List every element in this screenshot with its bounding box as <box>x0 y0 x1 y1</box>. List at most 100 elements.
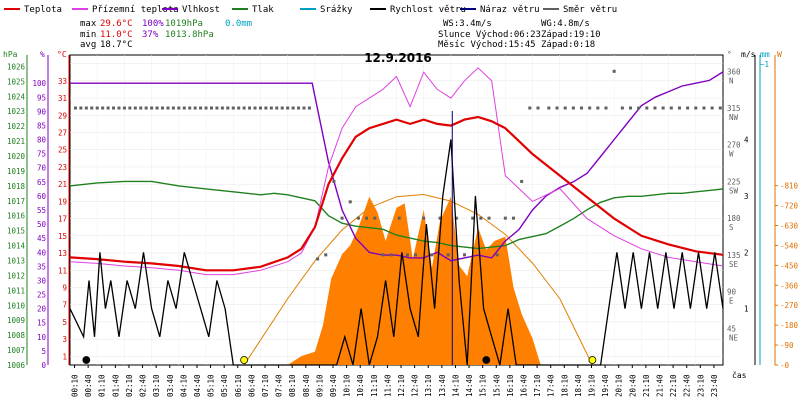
stats-min-press: 1013.8hPa <box>165 30 214 40</box>
stats-moon-set: Západ:0:18 <box>541 40 595 50</box>
axis-x-tick-label: 13:10 <box>424 374 433 397</box>
series-dir-point <box>297 106 301 110</box>
axis-x-tick-label: 01:40 <box>111 374 120 397</box>
series-solar-line <box>243 193 593 366</box>
series-dir-point <box>307 106 311 110</box>
series-dir-point <box>291 106 295 110</box>
axis-ms-tick-label: 1 <box>744 305 749 314</box>
axis-celsius-tick-label: 33 <box>58 77 67 86</box>
series-dir-point <box>637 106 641 110</box>
series-dir-point <box>101 106 105 110</box>
series-dir-point <box>106 106 110 110</box>
axis-percent-tick-label: 65 <box>37 178 46 187</box>
axis-degrees-tick-label: 135 <box>727 251 741 260</box>
axis-hpa-tick-label: 1007 <box>7 346 25 355</box>
series-dir-point <box>628 106 632 110</box>
axis-w-tick-label: -360 <box>780 281 799 290</box>
axis-hpa-tick-label: 1019 <box>7 167 25 176</box>
axis-x-tick-label: 15:40 <box>492 374 501 397</box>
series-dir-point <box>438 216 442 220</box>
axis-celsius-tick-label: 17 <box>58 215 67 224</box>
axis-ms: m/s 4 3 2 1 <box>741 50 756 365</box>
axis-x-tick-label: 17:40 <box>547 374 556 397</box>
axis-x-tick-label: 00:10 <box>71 374 80 397</box>
axis-celsius-tick-label: 31 <box>58 94 67 103</box>
series-dir-point <box>171 106 175 110</box>
axis-x-tick-label: 06:40 <box>247 374 256 397</box>
series-dir-point <box>144 106 148 110</box>
axis-x-tick-label: 08:10 <box>288 374 297 397</box>
axis-x-tick-label: 09:40 <box>329 374 338 397</box>
series-dir-point <box>199 106 203 110</box>
axis-hpa-tick-label: 1020 <box>7 152 26 161</box>
axis-x-label: čas <box>732 370 747 380</box>
series-dir-point <box>563 106 567 110</box>
axis-x-tick-label: 15:10 <box>479 374 488 397</box>
series-dir-point <box>226 106 230 110</box>
axis-x-tick-label: 16:40 <box>519 374 528 397</box>
series-dir-point <box>150 106 154 110</box>
axis-hpa: hPa 1026 1025 1024 1023 1022 1021 1020 1019 1018 1… <box>3 50 28 370</box>
axis-hpa-tick-label: 1024 <box>7 92 26 101</box>
axis-hpa-tick-label: 1017 <box>7 197 25 206</box>
series-dir-point <box>612 69 616 73</box>
axis-degrees-dir-label: SE <box>729 260 739 269</box>
series-dir-point <box>348 200 352 204</box>
series-dir-point <box>258 106 262 110</box>
series-dir-point <box>454 216 458 220</box>
axis-degrees-tick-label: 360 <box>727 67 741 76</box>
axis-w-tick-label: -450 <box>780 261 799 270</box>
series-dir-point <box>620 106 624 110</box>
chart-title: 12.9.2016 <box>364 51 432 65</box>
series-dir-point <box>397 216 401 220</box>
axis-x-tick-label: 18:40 <box>574 374 583 397</box>
stats-block: max 29.6°C 100% 1019hPa 0.0mm min 11.0°C… <box>80 19 601 50</box>
series-dir-point <box>463 253 467 257</box>
series-event-marker <box>588 356 597 364</box>
series-dir-point <box>220 106 224 110</box>
axis-x-tick-label: 10:10 <box>343 374 352 397</box>
series-dir-point <box>215 106 219 110</box>
series-dir-point <box>133 106 137 110</box>
axis-celsius-tick-label: 15 <box>58 232 67 241</box>
axis-hpa-tick-label: 1022 <box>7 122 25 131</box>
stats-moon: Měsíc Východ:15:45 <box>438 40 536 50</box>
axis-percent-tick-label: 75 <box>37 150 46 159</box>
series-dir-point <box>84 106 88 110</box>
axis-celsius-tick-label: 29 <box>58 111 67 120</box>
series-temp-line <box>69 115 724 272</box>
stats-rain-total: 0.0mm <box>225 19 252 29</box>
axis-x-tick-label: 02:40 <box>139 374 148 397</box>
axis-mm: mm~1 <box>759 50 770 365</box>
axis-percent-tick-label: 30 <box>37 276 47 285</box>
axis-x-tick-label: 13:40 <box>438 374 447 397</box>
series-dir-point <box>161 106 165 110</box>
series-dir-point <box>414 253 418 257</box>
series-dir-point <box>95 106 99 110</box>
series-dir-point <box>139 106 143 110</box>
axis-percent: %100959085807570656055504540353025201510… <box>32 50 49 370</box>
series-dir-point <box>503 216 507 220</box>
series-dir-point <box>373 216 377 220</box>
series-dir-point <box>356 216 360 220</box>
series-dir-point <box>710 106 714 110</box>
series-dir-point <box>365 216 369 220</box>
axis-x-tick-label: 23:10 <box>696 374 705 397</box>
series-dir-point <box>547 106 551 110</box>
axis-percent-tick-label: 70 <box>37 164 47 173</box>
series-dir-point <box>555 106 559 110</box>
series-dir-point <box>479 216 483 220</box>
axis-degrees-dir-label: NW <box>729 113 739 122</box>
series-dir-point <box>495 253 499 257</box>
series-dir-point <box>381 253 385 257</box>
axis-hpa-tick-label: 1006 <box>7 361 26 370</box>
axis-x-tick-label: 23:40 <box>710 374 719 397</box>
series-hum-line <box>70 71 724 262</box>
axis-hpa-tick-label: 1025 <box>7 77 25 86</box>
axis-w-tick-label: -630 <box>780 222 799 231</box>
legend-label-temp: Teplota <box>24 5 62 15</box>
axis-percent-tick-label: 90 <box>37 107 47 116</box>
series-dir-point <box>264 106 268 110</box>
series-dir-point <box>188 106 192 110</box>
